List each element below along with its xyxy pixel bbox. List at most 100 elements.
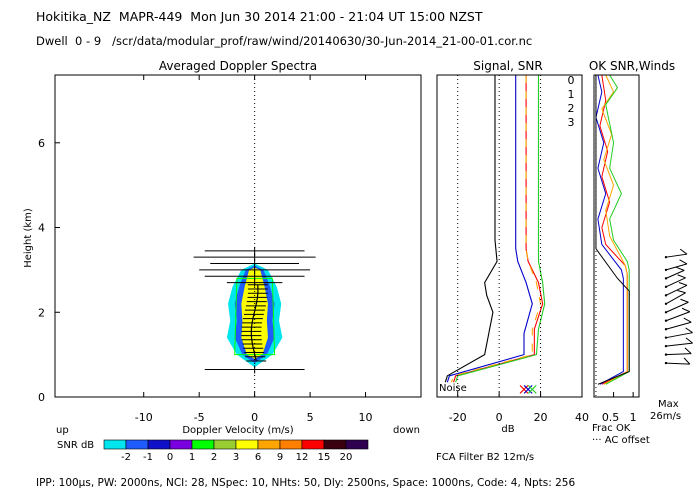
colorbar-swatch (147, 439, 171, 450)
colorbar-tick-label: -1 (143, 452, 153, 463)
colorbar-swatch (125, 439, 149, 450)
db-tick-label: -20 (449, 411, 467, 424)
ok-line-2 (605, 74, 630, 385)
colorbar-swatch (235, 439, 259, 450)
legend-beam-1: 1 (568, 88, 575, 101)
wind-barb-shaft (665, 277, 686, 288)
db-tick-label: 20 (534, 411, 548, 424)
wind-barb-shaft (665, 284, 688, 296)
wind-barb-flag (684, 347, 692, 354)
colorbar-swatch (169, 439, 193, 450)
fca-filter-text: FCA Filter B2 12m/s (436, 452, 534, 463)
x-tick-label: 5 (307, 411, 314, 424)
ok-line-1 (601, 74, 628, 385)
spectra-panel-title: Averaged Doppler Spectra (159, 59, 317, 73)
wind-barb-flag (680, 298, 689, 303)
wind-barb-shaft (665, 342, 693, 347)
wind-barb-base (664, 277, 668, 280)
y-tick-label: 4 (38, 222, 45, 235)
signal-axes: -20 0 20 40 (449, 75, 589, 424)
height-axis-label: Height (km) (23, 208, 34, 268)
wind-barb-base (664, 353, 668, 356)
wind-barb-base (664, 361, 668, 365)
wind-barb-base (664, 268, 668, 272)
y-tick-label: 6 (38, 137, 45, 150)
db-tick-label: 0 (496, 411, 503, 424)
wind-barb-shaft (665, 311, 690, 322)
frac-ok-label: Frac OK (592, 423, 631, 434)
noise-marker-0 (519, 384, 529, 394)
wind-barb-flag (683, 317, 692, 323)
db-tick-label: 40 (575, 411, 589, 424)
x-tick-label: 0 (251, 411, 258, 424)
noise-marker-3 (523, 384, 533, 394)
colorbar-swatch (301, 439, 325, 450)
file-path-line: Dwell 0 - 9 /scr/data/modular_prof/raw/w… (36, 34, 533, 48)
spectra-axes-frame (54, 74, 422, 398)
wind-barb-flag (677, 274, 686, 279)
x-tick-label: 10 (359, 411, 373, 424)
colorbar-tick-label: 12 (296, 452, 309, 463)
colorbar-tick-label: 0 (167, 452, 173, 463)
colorbar-swatch (103, 439, 127, 450)
wind-barb-base (664, 328, 668, 331)
y-tick-label: 0 (38, 391, 45, 404)
wind-barb-flag (676, 266, 685, 271)
y-tick-label: 2 (38, 306, 45, 319)
colorbar-tick-label: 20 (340, 452, 353, 463)
down-label: down (393, 425, 420, 436)
snr-colorbar: -2 -1 0 1 2 3 6 9 12 15 20 (103, 439, 369, 463)
noise-marker-2 (527, 384, 537, 394)
ok-winds-plot (595, 74, 630, 385)
wind-barbs (664, 248, 693, 365)
colorbar-tick-label: 3 (233, 452, 239, 463)
colorbar-tick-label: -2 (121, 452, 131, 463)
wind-barb-flag (683, 357, 691, 365)
signal-line-3 (446, 75, 533, 383)
db-axis-label: dB (501, 424, 514, 435)
signal-line-0 (453, 75, 544, 383)
snr-colorbar-label: SNR dB (57, 440, 94, 451)
wind-barb-shaft (665, 332, 693, 339)
colorbar-tick-label: 9 (277, 452, 283, 463)
legend-beam-3: 3 (568, 116, 575, 129)
run-parameters: IPP: 100μs, PW: 2000ns, NCI: 28, NSpec: … (36, 477, 575, 489)
wind-barb-shaft (665, 301, 689, 313)
wind-barb-flag (677, 290, 686, 294)
colorbar-tick-label: 15 (318, 452, 331, 463)
wind-barb-base (664, 285, 668, 289)
colorbar-swatch (213, 439, 237, 450)
noise-label: Noise (439, 383, 467, 394)
wind-barb-base (664, 255, 668, 259)
colorbar-swatch (257, 439, 281, 450)
up-label: up (56, 425, 69, 436)
wind-barb-shaft (665, 353, 692, 356)
wind-barb-base (664, 311, 668, 314)
snr-contour-green (234, 277, 276, 356)
wind-barb-flag (685, 327, 693, 334)
colorbar-tick-label: 2 (211, 452, 217, 463)
colorbar-tick-label: 6 (255, 452, 261, 463)
ok-axes: 0.5 1 (595, 75, 637, 424)
colorbar-swatch (191, 439, 215, 450)
wind-barb-flag (679, 259, 688, 265)
signal-plot (444, 75, 546, 394)
x-tick-label: -10 (135, 411, 153, 424)
wind-barb-base (664, 319, 668, 322)
wind-barb-base (664, 344, 668, 348)
signal-line-noise (444, 75, 498, 383)
figure-title: Hokitika_NZ MAPR-449 Mon Jun 30 2014 21:… (36, 9, 483, 24)
wind-barb-shaft (665, 253, 688, 258)
x-tick-label: -5 (194, 411, 205, 424)
ok-winds-panel-title: OK SNR,Winds (589, 59, 675, 73)
signal-line-2 (455, 75, 546, 383)
wind-barb-shaft (665, 321, 692, 330)
ok-axes-frame (593, 74, 640, 398)
velocity-axis-label: Doppler Velocity (m/s) (182, 425, 293, 436)
wind-barb-shaft (665, 292, 686, 305)
colorbar-tick-label: 1 (189, 452, 195, 463)
wind-barb-shaft (665, 269, 685, 279)
signal-line-1 (450, 75, 542, 383)
wind-barb-flag (679, 248, 688, 255)
